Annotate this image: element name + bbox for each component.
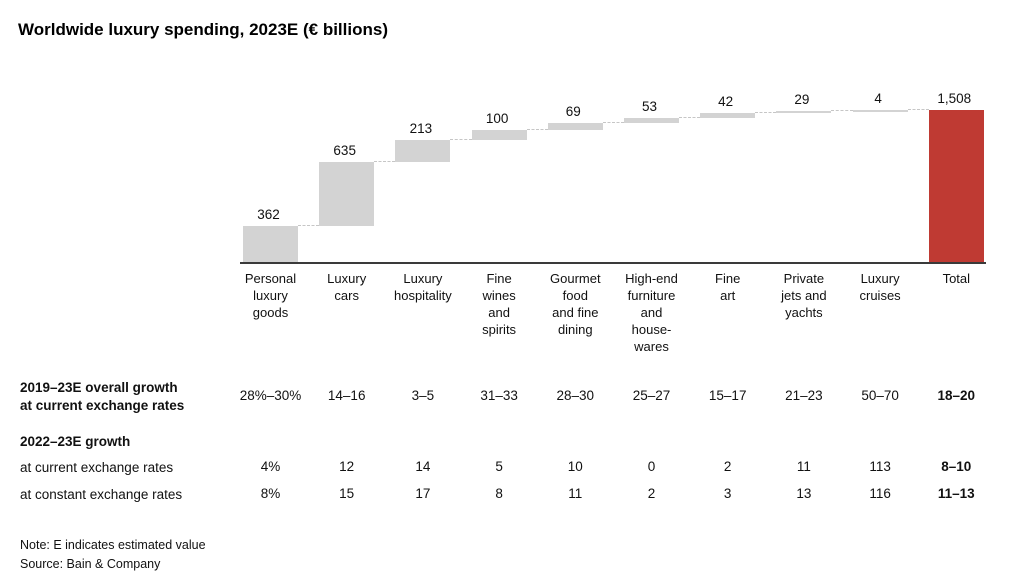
growth-row-label: at current exchange rates (20, 460, 174, 475)
growth-value-cell: 31–33 (480, 388, 518, 403)
growth-value-cell: 8% (260, 486, 281, 501)
category-label: Luxury hospitality (393, 271, 452, 303)
connector-line (907, 109, 929, 111)
growth-value-cell: 18–20 (937, 388, 976, 403)
connector-line (526, 128, 548, 130)
note-text: Note: E indicates estimated value (20, 538, 206, 552)
bar-value-label: 213 (409, 121, 433, 137)
x-axis-line (240, 262, 986, 264)
bar-value-label: 69 (565, 104, 581, 119)
category-label: High-end furniture and house-wares (625, 271, 678, 354)
growth-value-cell: 28%–30% (239, 388, 302, 403)
growth-value-cell: 0 (647, 459, 656, 474)
bar-value-label: 1,508 (937, 91, 972, 106)
growth-value-cell: 8–10 (941, 459, 972, 474)
connector-line (298, 224, 320, 226)
waterfall-bar (700, 113, 756, 118)
growth-value-cell: 28–30 (556, 388, 595, 403)
growth-value-cell: 3 (723, 486, 732, 501)
source-text: Source: Bain & Company (20, 556, 161, 571)
growth-value-cell: 113 (869, 459, 891, 474)
connector-line (679, 116, 701, 118)
waterfall-bar (395, 140, 451, 162)
growth-value-cell: 21–23 (785, 388, 823, 403)
waterfall-bar (776, 110, 832, 114)
growth-value-cell: 14–16 (327, 388, 366, 403)
growth-value-cell: 50–70 (861, 388, 899, 403)
connector-line (755, 112, 777, 114)
category-label: Total (942, 271, 971, 286)
growth-value-cell: 25–27 (632, 388, 671, 403)
growth-value-cell: 17 (415, 486, 431, 501)
waterfall-chart: 362 635 213 100 69 53 42 29 4 1,508 (232, 80, 994, 264)
growth-value-cell: 11–13 (937, 486, 975, 501)
category-axis-labels: Personal luxury goods Luxury cars Luxury hospi… (232, 271, 994, 371)
growth-value-cell: 11 (796, 459, 811, 474)
growth-value-cell: 2 (647, 486, 656, 501)
category-label: Gourmet food and fine dining (550, 271, 601, 337)
connector-line (602, 122, 624, 123)
category-label: Luxury cruises (859, 271, 901, 303)
bar-value-label: 362 (257, 206, 280, 222)
waterfall-bar (319, 161, 375, 226)
bar-value-label: 100 (485, 110, 509, 126)
growth-value-cell: 15–17 (708, 388, 747, 403)
growth-value-cell: 10 (567, 459, 583, 474)
waterfall-bar (852, 110, 908, 112)
bar-value-label: 42 (718, 94, 734, 110)
category-label: Private jets and yachts (781, 271, 827, 320)
waterfall-bar (243, 225, 298, 262)
bar-value-label: 29 (794, 91, 810, 107)
category-label: Luxury cars (327, 271, 367, 303)
growth-value-cell: 12 (339, 459, 355, 474)
growth-value-cell: 5 (495, 459, 503, 474)
growth-row-label: 2019–23E overall growth at current exchan… (20, 380, 185, 413)
category-label: Personal luxury goods (244, 271, 297, 320)
bar-value-label: 4 (874, 91, 882, 107)
waterfall-bar (624, 117, 679, 123)
total-bar (928, 110, 984, 262)
connector-line (374, 160, 396, 162)
chart-title: Worldwide luxury spending, 2023E (€ bill… (18, 20, 388, 39)
growth-value-cell: 3–5 (411, 388, 435, 403)
growth-value-cell: 14 (415, 459, 431, 474)
growth-row-label: at constant exchange rates (20, 487, 183, 502)
growth-value-cell: 8 (495, 486, 503, 501)
growth-value-cell: 11 (568, 486, 583, 501)
category-label: Fine art (715, 271, 741, 303)
footnotes: Note: E indicates estimated value Source… (20, 536, 206, 574)
category-label: Fine wines and spirits (482, 271, 517, 337)
growth-row-label: 2022–23E growth (20, 434, 131, 449)
waterfall-bar (471, 129, 527, 141)
connector-line (450, 139, 472, 141)
growth-value-cell: 4% (260, 459, 281, 474)
growth-value-cell: 116 (869, 486, 891, 501)
growth-value-cell: 13 (796, 486, 812, 501)
bar-value-label: 635 (333, 142, 356, 158)
connector-line (831, 109, 853, 111)
waterfall-bar (547, 123, 603, 130)
growth-value-cell: 15 (339, 486, 355, 501)
growth-value-cell: 2 (723, 459, 732, 474)
bar-value-label: 53 (641, 98, 658, 114)
